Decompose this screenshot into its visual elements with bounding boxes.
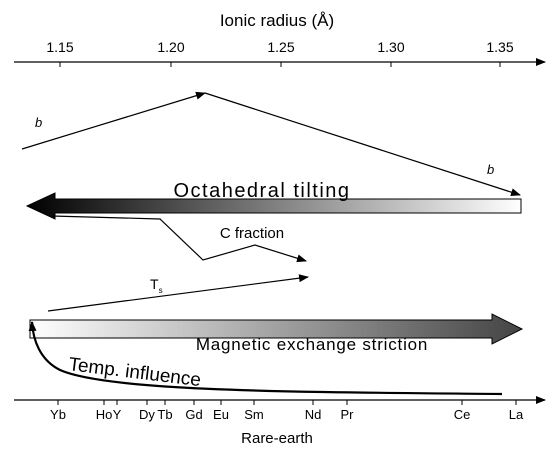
- octahedral-label: Octahedral tilting: [173, 180, 350, 202]
- temp-curve: [28, 321, 503, 396]
- element-label: Nd: [305, 407, 322, 422]
- element-label: Ce: [454, 407, 471, 422]
- top-tick-label: 1.25: [267, 39, 294, 55]
- top-axis-title: Ionic radius (Å): [220, 11, 334, 30]
- element-label: Tb: [157, 407, 172, 422]
- element-label: La: [509, 407, 524, 422]
- ts-main: T: [150, 276, 159, 292]
- b-arrow-down: [204, 92, 521, 197]
- ts-subscript: s: [159, 286, 163, 295]
- b-arrow-up: [21, 91, 206, 150]
- top-tick-label: 1.30: [377, 39, 404, 55]
- c-fraction-arrow: [51, 215, 307, 263]
- element-label: Yb: [50, 407, 66, 422]
- element-label: Y: [113, 407, 122, 422]
- top-tick-label: 1.35: [486, 39, 513, 55]
- ts-label: Ts: [150, 276, 163, 295]
- top-tick-label: 1.15: [46, 39, 73, 55]
- magnetic-arrow: [29, 313, 524, 345]
- ts-arrow: [47, 274, 309, 312]
- element-label: Eu: [213, 407, 229, 422]
- temp-label: Temp. influence: [67, 354, 202, 391]
- top-tick-label: 1.20: [157, 39, 184, 55]
- element-label: Gd: [185, 407, 202, 422]
- element-label: Pr: [341, 407, 355, 422]
- c-fraction-label: C fraction: [220, 225, 284, 242]
- b-label: b: [35, 115, 42, 130]
- b-label: b: [487, 162, 494, 177]
- element-label: Dy: [139, 407, 155, 422]
- element-label: Sm: [244, 407, 264, 422]
- element-label: Ho: [96, 407, 113, 422]
- magnetic-label: Magnetic exchange striction: [196, 335, 428, 354]
- octahedral-arrow: [25, 192, 522, 220]
- bottom-axis-title: Rare-earth: [241, 430, 313, 447]
